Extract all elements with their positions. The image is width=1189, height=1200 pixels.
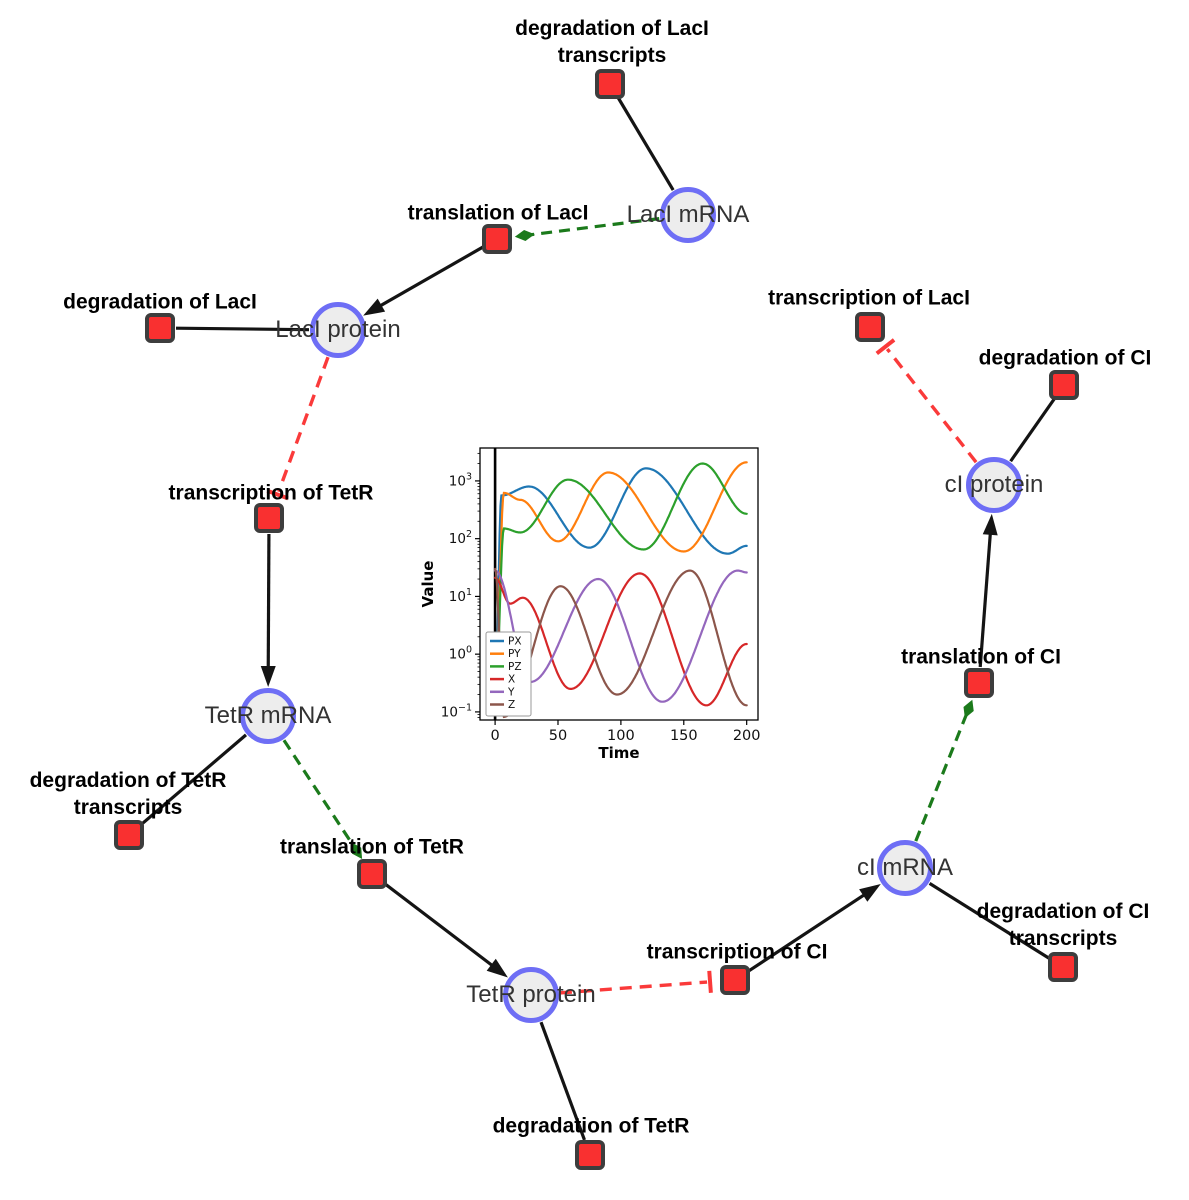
reaction-node-translation-tetr[interactable] [357,859,387,889]
arrowhead-icon [486,958,508,978]
reaction-node-degradation-ci-transcripts[interactable] [1048,952,1078,982]
x-axis-label: Time [598,744,639,762]
reaction-node-translation-ci[interactable] [964,668,994,698]
y-tick-label: 100 [449,645,472,663]
species-node-tetr-mrna[interactable] [240,688,296,744]
reaction-node-degradation-tetr-transcripts[interactable] [114,820,144,850]
inhibition-edge [559,980,708,995]
species-node-ci-protein[interactable] [966,457,1022,513]
legend-label-z: Z [508,699,515,711]
reaction-node-translation-laci[interactable] [482,224,512,254]
consumption-edge [539,1021,586,1141]
legend-label-pz: PZ [508,661,522,673]
y-tick-label: 102 [449,529,472,547]
species-label-ci-protein: cI protein [944,470,1044,498]
series-y [494,569,748,703]
species-label-laci-mrna: LacI mRNA [626,200,750,228]
series-x [494,572,748,707]
inhibition-edge [277,356,330,493]
production-edge [266,533,271,678]
arrowhead-icon [260,665,276,688]
x-tick-label: 200 [733,728,761,744]
consumption-edge [140,733,248,826]
species-node-laci-mrna[interactable] [660,187,716,243]
x-tick-label: 0 [490,728,499,744]
species-label-tetr-protein: TetR protein [466,980,596,1008]
reaction-label-transcription-ci: transcription of CI [646,940,828,964]
reaction-label-transcription-laci: transcription of LacI [768,286,970,310]
consumption-edge [1009,397,1057,463]
modifier-diamond-icon [351,842,363,859]
arrowhead-icon [859,883,881,902]
series-py [494,461,748,709]
reaction-label-degradation-tetr-transcripts: degradation of TetR transcripts [29,769,227,819]
legend-label-py: PY [508,648,521,660]
species-node-tetr-protein[interactable] [503,967,559,1023]
species-label-ci-mrna: cI mRNA [857,853,953,881]
reaction-node-degradation-ci[interactable] [1049,370,1079,400]
species-node-ci-mrna[interactable] [877,840,933,896]
inhibition-tbar-icon [875,338,896,356]
production-edge [383,882,501,973]
series-px [494,467,748,709]
consumption-edge [928,882,1051,960]
reaction-label-degradation-ci: degradation of CI [978,346,1152,370]
production-edge [747,888,874,973]
legend-label-px: PX [508,636,522,648]
reaction-node-degradation-laci[interactable] [145,313,175,343]
y-tick-label: 103 [449,471,472,489]
arrowhead-icon [982,513,998,536]
reaction-node-degradation-laci-transcripts[interactable] [595,69,625,99]
reaction-label-degradation-laci: degradation of LacI [63,290,257,314]
species-label-tetr-mrna: TetR mRNA [204,701,332,729]
consumption-edge [175,326,310,332]
reaction-node-degradation-tetr[interactable] [575,1140,605,1170]
modifier-edge [528,217,660,237]
x-tick-label: 50 [549,728,567,744]
reaction-node-transcription-laci[interactable] [855,312,885,342]
modifier-diamond-icon [963,699,974,719]
reaction-label-translation-ci: translation of CI [901,645,1061,669]
reaction-label-transcription-tetr: transcription of TetR [168,481,374,505]
reaction-node-transcription-tetr[interactable] [254,503,284,533]
reaction-label-translation-tetr: translation of TetR [280,835,464,859]
modifier-edge [914,712,969,842]
species-label-laci-protein: LacI protein [275,315,401,343]
y-tick-label: 10−1 [441,702,472,720]
production-edge [978,523,993,668]
reaction-label-degradation-laci-transcripts: degradation of LacI transcripts [515,17,709,67]
inhibition-tbar-icon [266,488,289,501]
reaction-label-translation-laci: translation of LacI [407,201,589,225]
species-node-laci-protein[interactable] [310,302,366,358]
reaction-node-transcription-ci[interactable] [720,965,750,995]
inhibition-tbar-icon [707,970,713,993]
production-edge [371,245,484,313]
reaction-label-degradation-tetr: degradation of TetR [492,1114,690,1138]
arrowhead-icon [363,298,386,316]
legend-label-y: Y [507,686,515,698]
network-edges [140,96,1057,1141]
x-tick-label: 150 [670,728,698,744]
y-tick-label: 101 [449,587,472,605]
series-pz [494,462,748,709]
x-tick-label: 100 [607,728,635,744]
consumption-edge [616,96,675,191]
legend-label-x: X [508,674,515,686]
modifier-edge [282,739,356,849]
y-axis-label: Value [419,561,437,608]
inhibition-edge [885,347,978,464]
modifier-diamond-icon [514,230,535,241]
reaction-label-degradation-ci-transcripts: degradation of CI transcripts [976,900,1150,950]
series-z [494,567,748,719]
